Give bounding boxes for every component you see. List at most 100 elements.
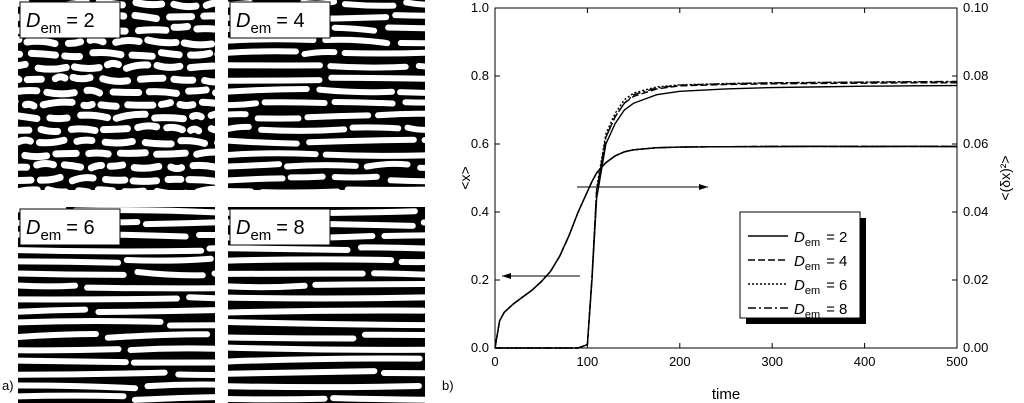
x-tick-label: 400 xyxy=(854,354,876,369)
stripe xyxy=(341,1,397,9)
stripe xyxy=(75,187,92,190)
stripe xyxy=(35,136,68,147)
y-tick-label: 1.0 xyxy=(471,0,489,15)
stripe xyxy=(330,395,425,403)
stripe xyxy=(431,359,594,360)
stripe xyxy=(363,160,411,170)
stripe xyxy=(84,284,215,292)
stripe xyxy=(429,210,628,212)
arrow-head xyxy=(502,273,511,279)
stripe xyxy=(153,149,189,158)
stripe xyxy=(132,0,166,9)
symbol: D xyxy=(794,253,805,270)
series-line xyxy=(495,84,958,349)
stripe xyxy=(37,125,62,135)
symbol: D xyxy=(26,10,40,32)
stripe xyxy=(112,110,149,122)
legend-label: Dem = 2 xyxy=(794,229,847,249)
stripe xyxy=(170,0,200,11)
x-tick-label: 500 xyxy=(946,354,968,369)
stripe xyxy=(228,294,425,302)
stripe xyxy=(73,136,96,145)
stripe xyxy=(18,163,31,171)
stripe xyxy=(361,331,425,338)
y2-tick-label: 0.10 xyxy=(963,0,988,15)
stripe xyxy=(175,371,215,379)
stripe xyxy=(0,152,12,153)
stripe xyxy=(99,125,131,134)
y-tick-label: 0.0 xyxy=(471,340,489,355)
panel-value: = 8 xyxy=(276,217,304,239)
legend-value: = 2 xyxy=(826,229,847,246)
stripe xyxy=(83,86,104,97)
panel-label: Dem = 4 xyxy=(236,10,305,37)
stripe xyxy=(228,48,299,56)
stripe xyxy=(151,114,187,123)
series-line xyxy=(494,145,958,349)
stripe xyxy=(18,247,205,255)
stripe xyxy=(176,100,197,110)
stripe xyxy=(170,23,191,31)
stripe xyxy=(18,186,41,190)
stripe xyxy=(18,112,41,123)
stripe xyxy=(51,73,69,83)
stripe xyxy=(198,98,215,107)
stripe xyxy=(18,50,24,58)
stripe xyxy=(18,136,34,146)
stripe xyxy=(223,190,249,191)
stripe xyxy=(349,124,402,132)
legend-box xyxy=(739,211,861,319)
stripe xyxy=(260,188,341,190)
stripe xyxy=(116,149,149,157)
stripe xyxy=(186,62,215,72)
stripe xyxy=(207,110,215,119)
stripe xyxy=(167,163,186,173)
stripe xyxy=(322,36,391,47)
stripe xyxy=(144,381,215,390)
y-tick-label: 0.6 xyxy=(471,136,489,151)
chart: 0 100 200 300 400 500 0.0 0.2 0.4 0.6 0.8 1.0 0.00 0.… xyxy=(457,0,1013,403)
series-line xyxy=(494,145,957,349)
legend-value: = 4 xyxy=(826,253,847,270)
subscript: em xyxy=(40,227,61,244)
stripe xyxy=(397,89,425,96)
stripe xyxy=(287,173,326,181)
symbol: D xyxy=(26,217,40,239)
stripe xyxy=(67,125,99,135)
stripe xyxy=(18,75,23,84)
stripe xyxy=(228,123,252,133)
stripe xyxy=(80,100,96,110)
stripe xyxy=(331,173,380,181)
stripe xyxy=(228,77,323,84)
stripe xyxy=(101,137,136,147)
y2-tick-label: 0.00 xyxy=(963,340,988,355)
stripe xyxy=(193,148,215,158)
stripe xyxy=(327,63,409,71)
y2-tick-label: 0.08 xyxy=(963,68,988,83)
legend-value: = 6 xyxy=(826,277,847,294)
stripe xyxy=(402,99,425,106)
y2-axis-label: <(δx)²> xyxy=(997,155,1013,200)
y-axis-label: <x> xyxy=(457,166,473,189)
stripe xyxy=(97,101,120,110)
subscript: em xyxy=(805,261,820,273)
stripe xyxy=(122,61,152,72)
stripe xyxy=(112,37,143,46)
subscript: em xyxy=(805,237,820,249)
stripe xyxy=(228,307,425,316)
stripe xyxy=(18,357,129,366)
stripe xyxy=(185,86,210,95)
panel-value: = 6 xyxy=(66,217,94,239)
stripe xyxy=(18,295,180,303)
stripe xyxy=(21,151,51,161)
stripe xyxy=(228,161,283,170)
stripe xyxy=(258,126,348,134)
stripe xyxy=(228,334,357,342)
panel-label-box xyxy=(19,208,121,246)
stripe xyxy=(392,12,425,19)
stripe xyxy=(157,99,174,108)
stripe xyxy=(404,124,425,133)
stripe xyxy=(109,88,143,97)
stripe xyxy=(380,369,425,377)
stripe xyxy=(18,60,29,70)
